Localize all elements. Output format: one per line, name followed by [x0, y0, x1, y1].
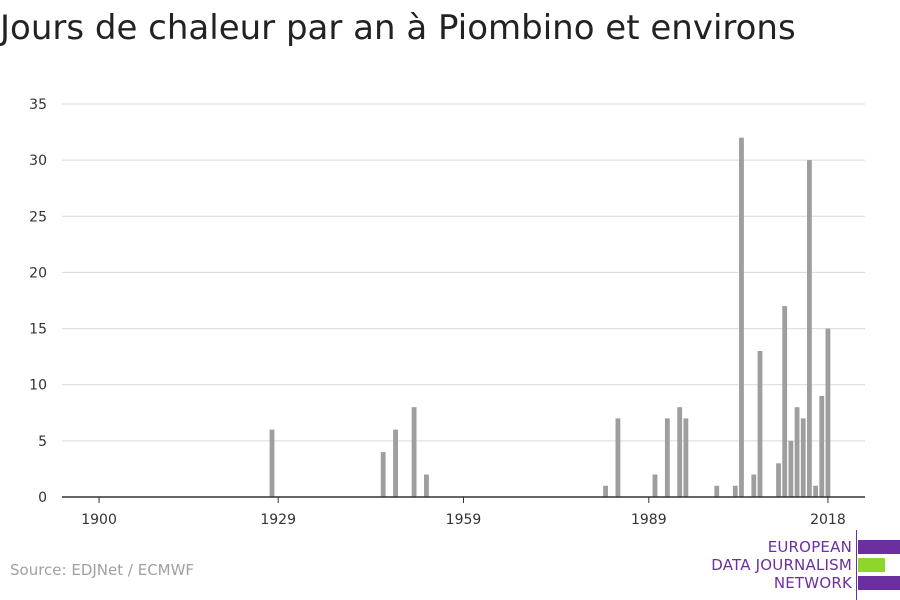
bar	[825, 328, 831, 497]
bar	[652, 474, 658, 497]
x-tick-label: 1900	[81, 512, 117, 528]
bar	[757, 351, 763, 497]
logo-text-line-1: EUROPEAN	[767, 538, 852, 556]
bar	[615, 418, 621, 497]
y-tick-label: 5	[38, 434, 47, 450]
y-tick-label: 30	[29, 153, 47, 169]
edjnet-logo: EUROPEAN DATA JOURNALISM NETWORK	[706, 530, 900, 600]
bar	[739, 137, 744, 497]
bar	[714, 485, 720, 497]
bar	[794, 407, 800, 497]
bar	[782, 306, 788, 497]
chart-title: Jours de chaleur par an à Piombino et en…	[0, 8, 796, 48]
logo-divider	[856, 530, 857, 600]
bar	[732, 485, 738, 497]
x-tick-labels: 1900 1929 1959 1989 2018	[81, 512, 846, 528]
bar	[393, 429, 398, 497]
logo-text-line-3: NETWORK	[773, 574, 852, 592]
bar	[800, 418, 806, 497]
y-tick-label: 10	[29, 378, 47, 394]
bar	[788, 440, 794, 497]
bar	[813, 485, 818, 497]
logo-text-line-2: DATA JOURNALISM	[711, 556, 852, 574]
bar	[677, 407, 683, 497]
source-note: Source: EDJNet / ECMWF	[10, 561, 195, 579]
bar	[411, 407, 417, 497]
bar	[664, 418, 670, 497]
x-tick-label: 1929	[260, 512, 296, 528]
x-tick-label: 2018	[810, 512, 846, 528]
bar	[819, 395, 825, 497]
y-tick-label: 15	[29, 322, 47, 338]
bar	[269, 429, 275, 497]
bar	[603, 485, 608, 497]
logo-purple-bar-bottom	[858, 576, 900, 590]
y-tick-label: 0	[38, 490, 47, 506]
x-tick-label: 1959	[446, 512, 482, 528]
bar	[424, 474, 429, 497]
logo-purple-bar-top	[858, 540, 900, 554]
logo-green-bar	[858, 558, 885, 572]
y-tick-label: 25	[29, 209, 47, 225]
x-tick-label: 1989	[631, 512, 667, 528]
bar	[751, 474, 757, 497]
grid-lines	[62, 103, 865, 442]
bar-series	[269, 137, 831, 497]
bar	[776, 463, 781, 497]
bar	[683, 418, 689, 497]
bar	[806, 160, 812, 497]
x-axis	[62, 496, 865, 503]
y-tick-label: 35	[29, 97, 47, 113]
bar	[380, 452, 386, 497]
y-tick-label: 20	[29, 265, 47, 281]
y-tick-labels: 0 5 10 15 20 25 30 35	[29, 97, 47, 506]
